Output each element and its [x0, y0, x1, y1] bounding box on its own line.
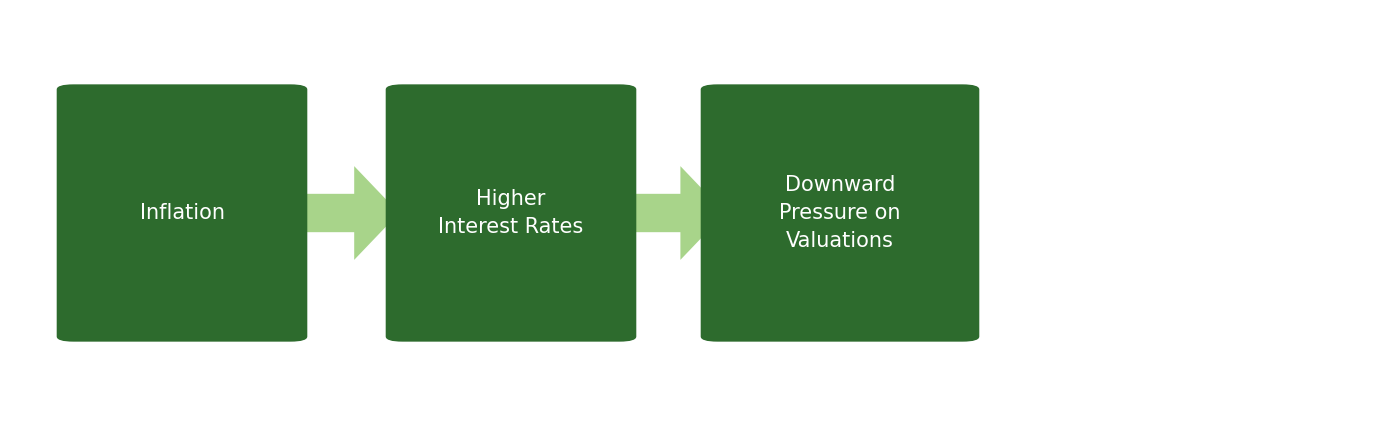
FancyBboxPatch shape: [700, 84, 979, 342]
Polygon shape: [627, 166, 725, 260]
Polygon shape: [298, 166, 399, 260]
Text: Inflation: Inflation: [140, 203, 224, 223]
FancyBboxPatch shape: [385, 84, 636, 342]
FancyBboxPatch shape: [57, 84, 308, 342]
Text: Downward
Pressure on
Valuations: Downward Pressure on Valuations: [780, 175, 900, 251]
Text: Higher
Interest Rates: Higher Interest Rates: [438, 189, 584, 237]
